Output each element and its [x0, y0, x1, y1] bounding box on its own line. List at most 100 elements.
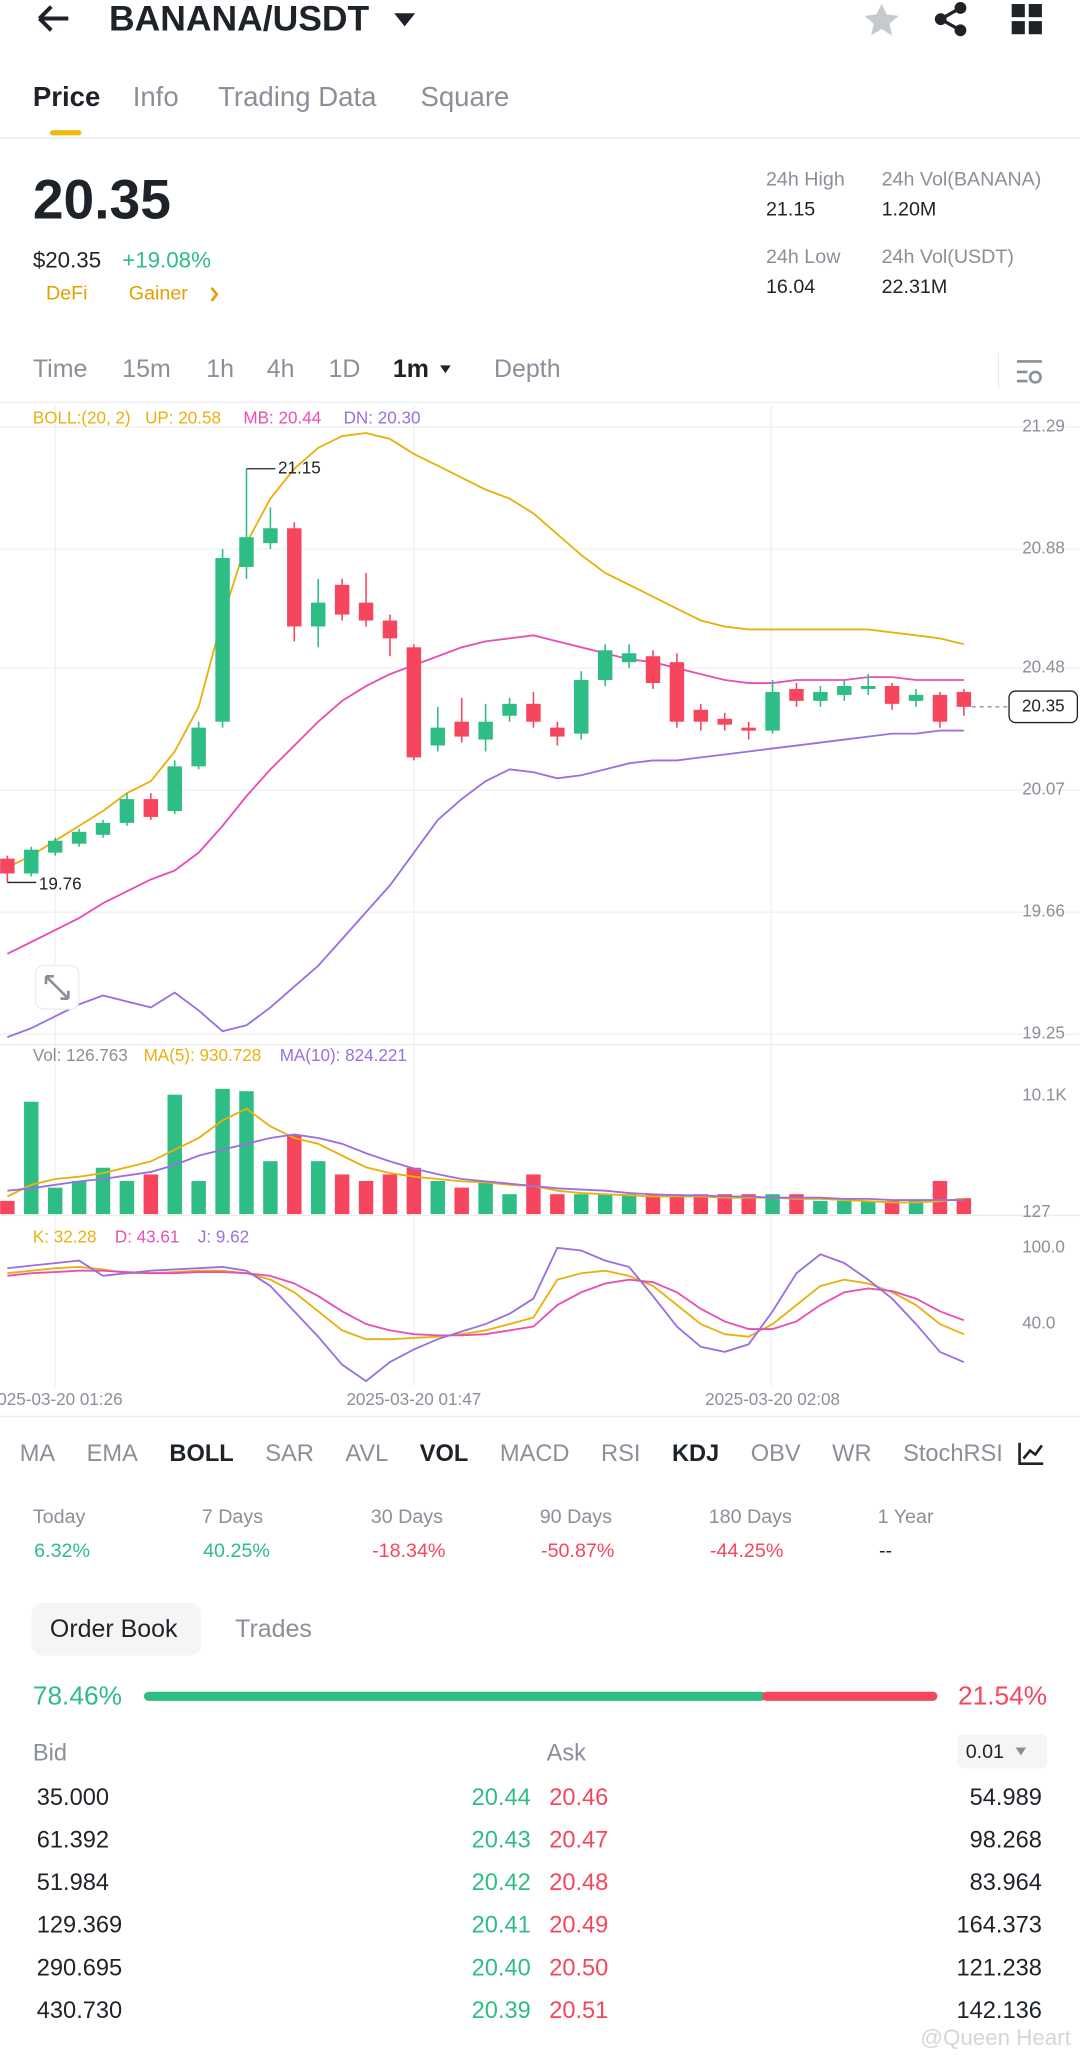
tab[interactable]: Price [33, 81, 100, 112]
tab[interactable]: Info [133, 81, 179, 112]
precision-dropdown [1015, 1747, 1027, 1756]
precision[interactable]: 0.01 [966, 1741, 1004, 1763]
period-label: 90 Days [540, 1506, 612, 1528]
indicator-tab[interactable]: MACD [500, 1441, 570, 1467]
volume-bar [263, 1161, 278, 1215]
volume-bar [382, 1174, 398, 1215]
back-button[interactable] [38, 5, 69, 32]
interval[interactable]: 1D [328, 355, 360, 383]
volume-bar [239, 1091, 254, 1215]
candle-body [884, 685, 900, 704]
period-value: 6.32% [34, 1540, 90, 1562]
indicator-tab[interactable]: OBV [751, 1441, 801, 1467]
pair-dropdown[interactable] [394, 13, 416, 27]
indicator-tab[interactable]: KDJ [672, 1441, 719, 1467]
volume-bar [406, 1167, 422, 1215]
indicator-tab[interactable]: SAR [265, 1441, 314, 1467]
candle-body [621, 653, 637, 663]
tag[interactable]: Gainer [129, 283, 189, 305]
ask-amount: 83.964 [970, 1870, 1042, 1896]
bid-price: 20.40 [472, 1955, 531, 1981]
candle-body [502, 703, 517, 716]
legend-label: BOLL:(20, 2) [33, 409, 131, 428]
volume-bar [526, 1174, 541, 1215]
candle-body [334, 584, 350, 615]
interval[interactable]: 15m [122, 355, 171, 383]
candle-body [263, 528, 278, 544]
interval[interactable]: 1h [206, 355, 234, 383]
indicator-tab[interactable]: RSI [601, 1441, 640, 1467]
interval[interactable]: Time [33, 355, 88, 383]
favorite-icon[interactable] [864, 4, 899, 36]
bid-ratio: 78.46% [33, 1681, 122, 1711]
last-price-tag [1008, 690, 1079, 724]
indicator-tab[interactable]: EMA [87, 1441, 138, 1467]
indicator-tab[interactable]: VOL [420, 1441, 469, 1467]
candle-body [765, 691, 780, 731]
price-change: +19.08% [122, 247, 211, 272]
bid-amount: 51.984 [37, 1870, 109, 1896]
interval[interactable]: 1m [393, 355, 429, 383]
watermark: @Queen Heart [920, 2025, 1071, 2050]
candle-body [24, 849, 39, 874]
volume-bar [669, 1194, 685, 1215]
interval-dropdown[interactable] [440, 365, 451, 374]
ask-header: Ask [547, 1740, 587, 1766]
tab[interactable]: Trading Data [218, 81, 377, 112]
candle-body [908, 694, 924, 701]
candle-body [478, 721, 493, 740]
candle-body [956, 691, 972, 707]
share-icon[interactable] [934, 2, 967, 37]
stat-label: 24h Low [766, 246, 841, 268]
interval[interactable]: 4h [267, 355, 295, 383]
volume-bar [813, 1200, 828, 1215]
legend-item: MA(5): 930.728 [144, 1046, 262, 1065]
legend-item: MB: 20.44 [243, 409, 321, 428]
last-price: 20.35 [33, 168, 171, 230]
candle-body [0, 858, 15, 874]
candle-body [287, 528, 302, 627]
interval[interactable]: Depth [494, 355, 561, 383]
candle-body [789, 688, 804, 701]
legend-label: Vol: 126.763 [33, 1046, 128, 1065]
stat-value: 21.15 [766, 199, 815, 221]
bid-amount: 430.730 [37, 1998, 122, 2024]
chart-settings-icon[interactable] [1016, 360, 1042, 384]
book-tab[interactable]: Trades [235, 1615, 312, 1643]
candle-body [71, 831, 87, 844]
period-label: 30 Days [371, 1506, 443, 1528]
candle-body [239, 537, 254, 567]
indicator-line [7, 1246, 965, 1383]
candle-body [119, 799, 135, 823]
candle-body [932, 694, 948, 722]
precision-box[interactable] [957, 1734, 1048, 1769]
y-tick-label: 40.0 [1022, 1314, 1055, 1333]
indicator-tab[interactable]: WR [832, 1441, 871, 1467]
y-tick-label: 19.25 [1022, 1024, 1065, 1043]
period-value: -18.34% [372, 1540, 445, 1562]
candle-body [526, 703, 541, 722]
volume-bar [119, 1180, 135, 1215]
candle-body [167, 766, 182, 811]
book-tab[interactable]: Order Book [50, 1615, 178, 1643]
volume-bar [741, 1194, 756, 1215]
legend-item: J: 9.62 [198, 1227, 249, 1246]
tag[interactable]: DeFi [46, 283, 88, 305]
period-label: 7 Days [202, 1506, 263, 1528]
menu-icon[interactable] [1011, 4, 1042, 35]
tab[interactable]: Square [420, 81, 509, 112]
indicator-tab[interactable]: BOLL [169, 1441, 233, 1467]
candle-body [406, 647, 422, 758]
candle-body [454, 721, 469, 737]
indicator-settings[interactable] [1018, 1442, 1044, 1466]
indicator-tab[interactable]: StochRSI [903, 1441, 1003, 1467]
candle-body [382, 620, 398, 639]
bid-amount: 129.369 [37, 1913, 122, 1939]
indicator-tab[interactable]: MA [20, 1441, 56, 1467]
volume-bar [47, 1187, 63, 1215]
indicator-tab[interactable]: AVL [345, 1441, 388, 1467]
volume-bar [358, 1180, 374, 1215]
pair-title[interactable]: BANANA/USDT [109, 0, 369, 38]
bid-amount: 35.000 [37, 1785, 109, 1811]
bid-header: Bid [33, 1740, 67, 1766]
